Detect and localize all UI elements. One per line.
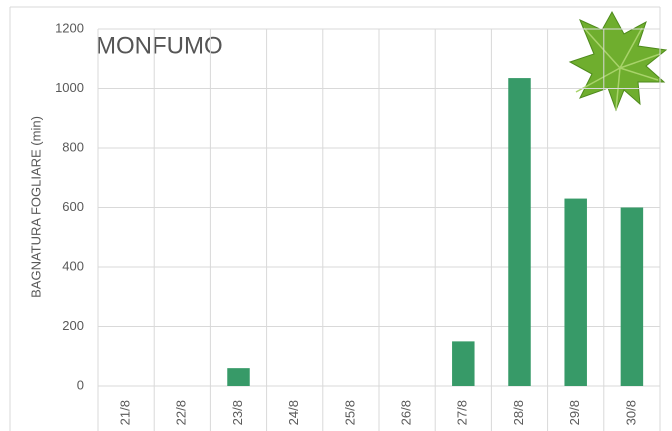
x-tick-label: 25/8 [342, 400, 357, 425]
bar [227, 368, 249, 386]
y-tick-label: 0 [77, 377, 84, 392]
y-tick-label: 800 [62, 139, 84, 154]
x-tick-label: 23/8 [230, 400, 245, 425]
x-tick-label: 21/8 [118, 400, 133, 425]
x-tick-label: 27/8 [455, 400, 470, 425]
x-tick-label: 24/8 [286, 400, 301, 425]
x-tick-label: 22/8 [174, 400, 189, 425]
page: {"chart_data": {"type": "bar", "title": … [0, 0, 672, 431]
chart-title: MONFUMO [96, 32, 223, 59]
y-tick-label: 1000 [55, 80, 84, 95]
y-tick-label: 400 [62, 258, 84, 273]
chart: MONFUMO BAGNATURA FOGLIARE (min) 0 200 400… [0, 0, 672, 431]
bar [621, 208, 643, 387]
y-tick-label: 200 [62, 318, 84, 333]
bar [564, 199, 586, 386]
bar [508, 78, 530, 386]
bar [452, 341, 474, 386]
x-tick-label: 28/8 [511, 400, 526, 425]
x-tick-label: 29/8 [567, 400, 582, 425]
x-tick-label: 30/8 [623, 400, 638, 425]
y-axis-label: BAGNATURA FOGLIARE (min) [28, 116, 43, 298]
leaf-icon [570, 12, 666, 110]
x-tick-label: 26/8 [399, 400, 414, 425]
y-tick-label: 1200 [55, 20, 84, 35]
y-tick-label: 600 [62, 199, 84, 214]
